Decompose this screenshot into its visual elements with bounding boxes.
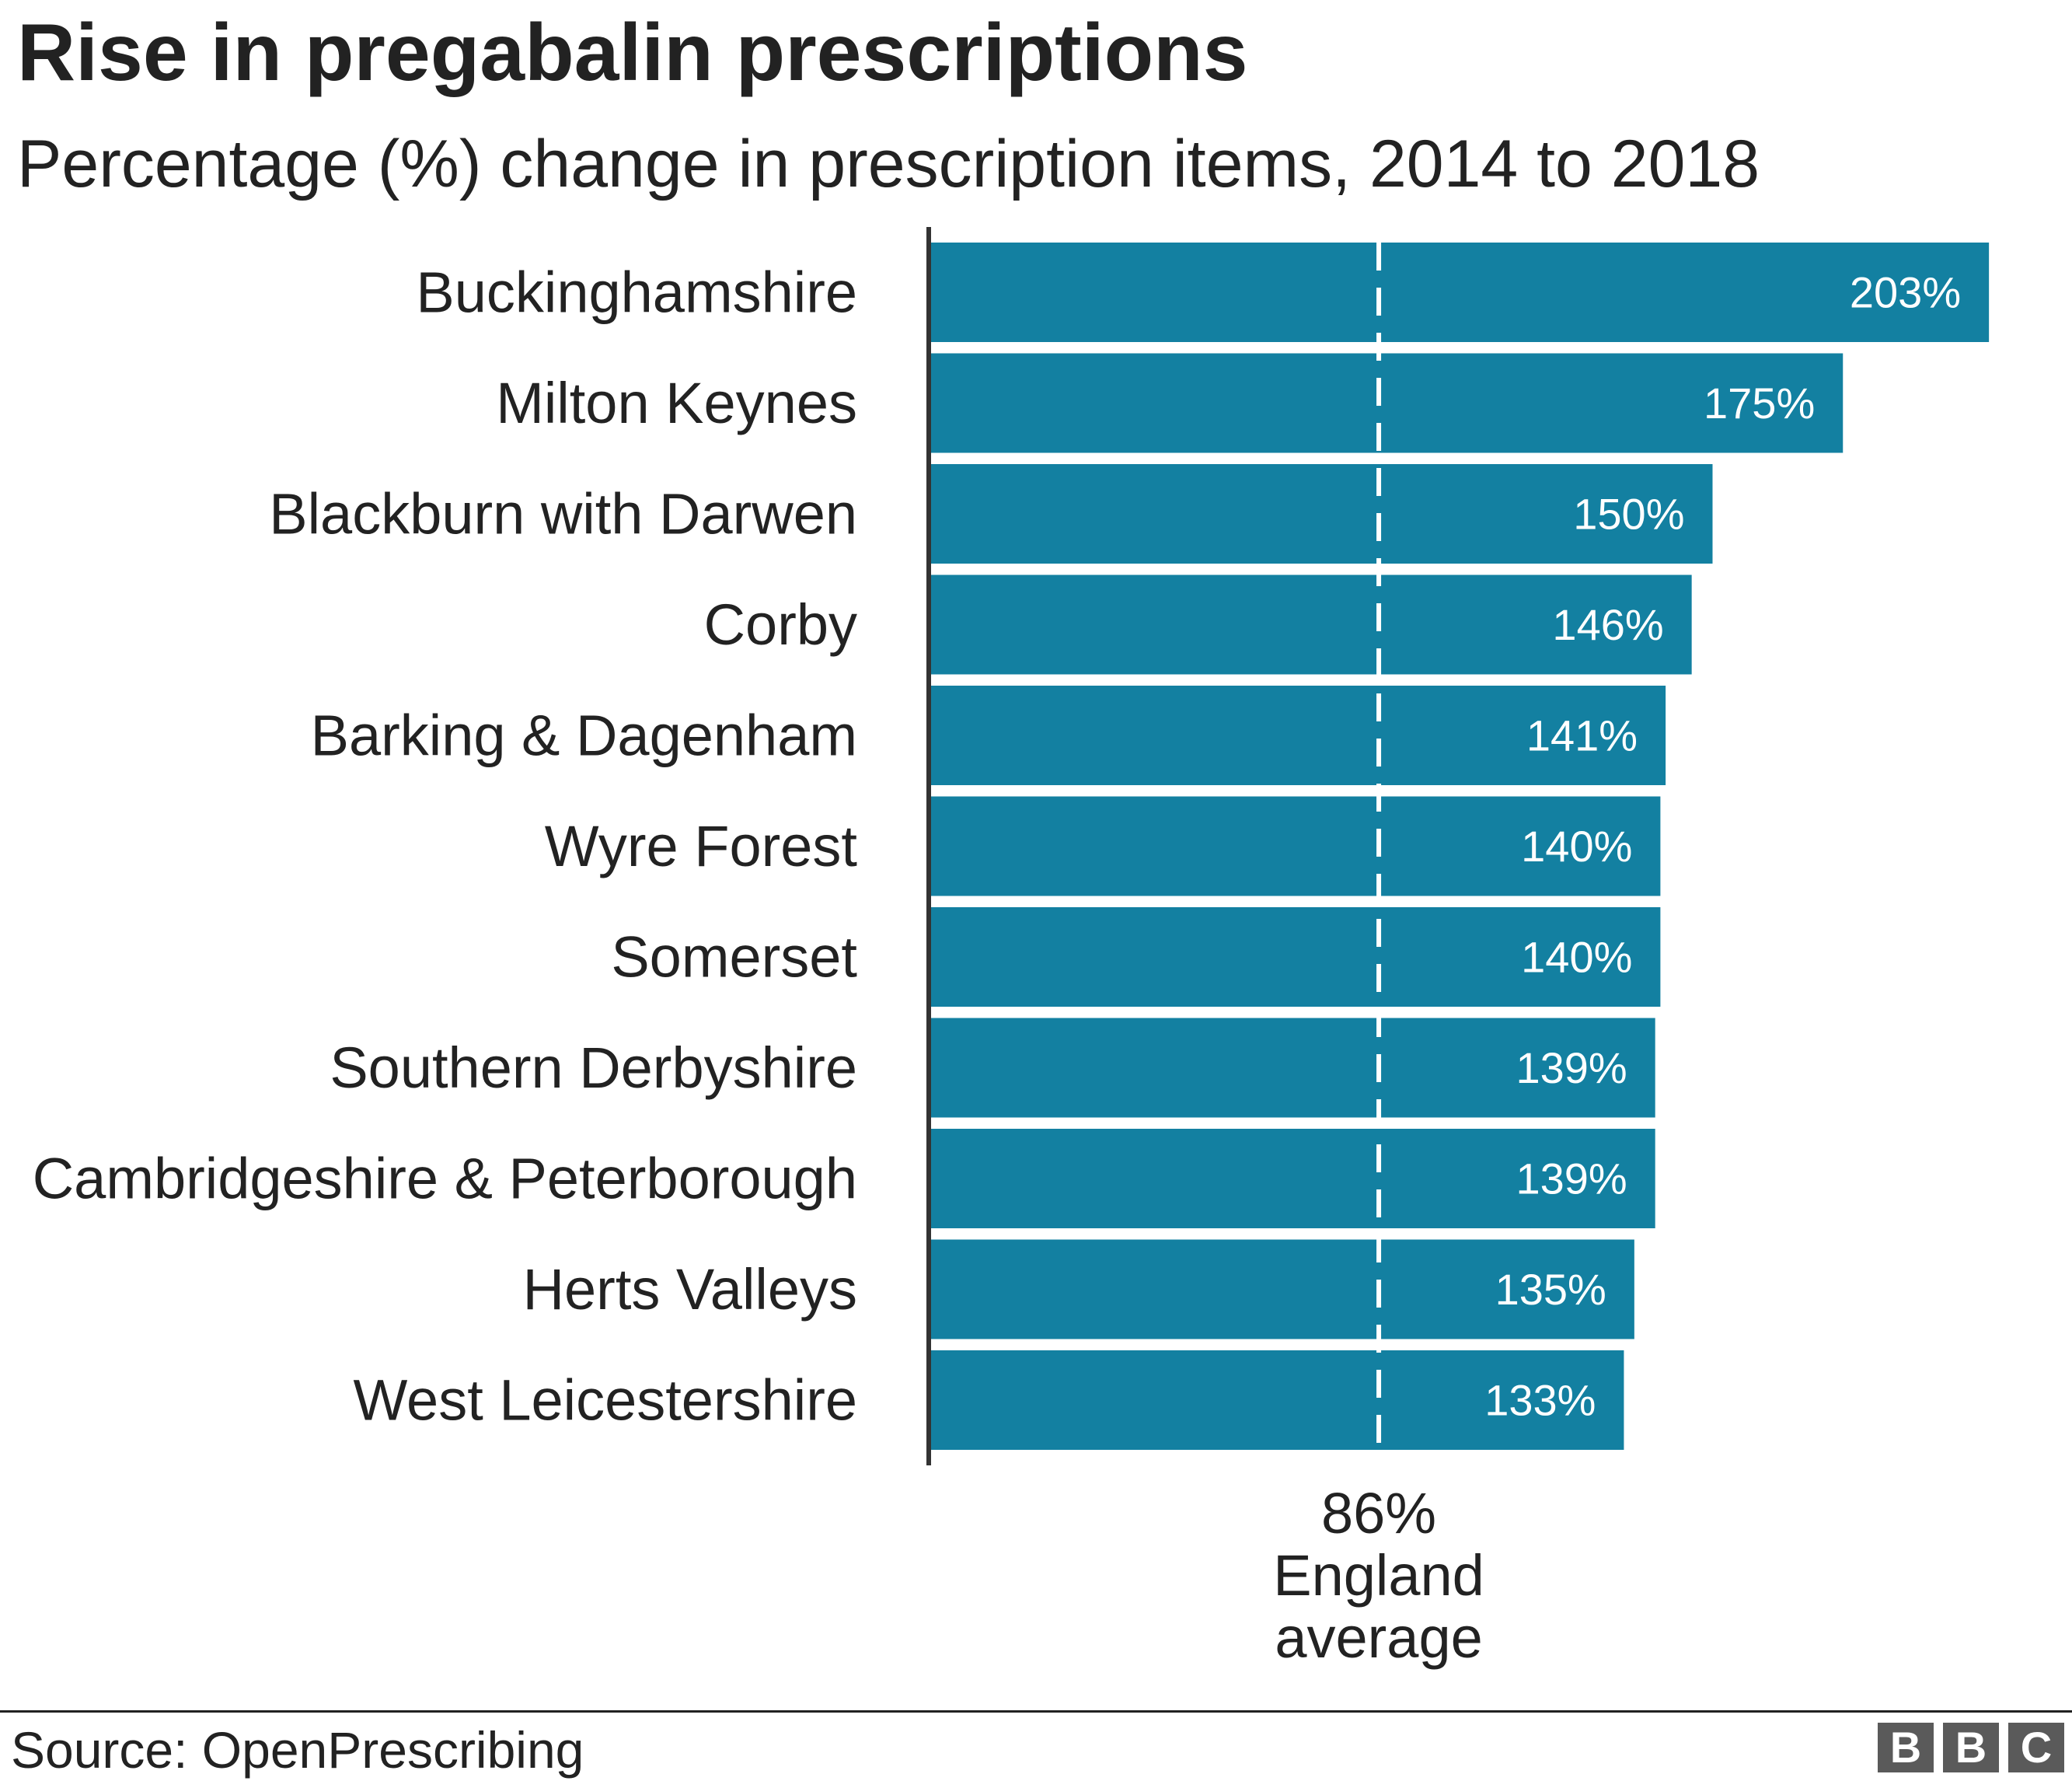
category-label: Barking & Dagenham xyxy=(311,704,857,768)
bbc-logo: B B C xyxy=(1878,1723,2064,1772)
bar xyxy=(930,796,1661,896)
value-label: 203% xyxy=(1850,268,1961,317)
value-label: 150% xyxy=(1573,490,1684,539)
bar xyxy=(930,907,1661,1007)
reference-label-line: average xyxy=(1275,1605,1482,1670)
source-note: Source: OpenPrescribing xyxy=(11,1721,584,1779)
value-label: 140% xyxy=(1521,822,1632,871)
category-label: Blackburn with Darwen xyxy=(269,482,857,547)
footer-divider xyxy=(0,1710,2072,1713)
category-label: West Leicestershire xyxy=(354,1368,857,1433)
category-label: Wyre Forest xyxy=(545,814,858,878)
category-label: Cambridgeshire & Peterborough xyxy=(33,1147,857,1211)
bar xyxy=(930,1018,1655,1118)
category-label: Herts Valleys xyxy=(523,1257,857,1322)
value-label: 139% xyxy=(1516,1043,1627,1092)
value-label: 175% xyxy=(1704,379,1815,428)
bar xyxy=(930,353,1844,453)
value-label: 139% xyxy=(1516,1154,1627,1203)
bar xyxy=(930,1239,1634,1339)
chart-subtitle: Percentage (%) change in prescription it… xyxy=(17,127,1760,201)
reference-line-label: 86% England average xyxy=(1273,1481,1484,1670)
value-label: 135% xyxy=(1495,1265,1606,1314)
reference-label-line: 86% xyxy=(1321,1481,1436,1545)
category-label: Southern Derbyshire xyxy=(330,1035,857,1100)
value-label: 140% xyxy=(1521,933,1632,982)
bar xyxy=(930,243,1990,342)
chart-title: Rise in pregabalin prescriptions xyxy=(17,8,1248,98)
bar xyxy=(930,1350,1624,1450)
bbc-logo-letter: C xyxy=(2008,1723,2064,1772)
category-label: Milton Keynes xyxy=(496,371,857,435)
value-label: 146% xyxy=(1552,600,1663,649)
reference-label-line: England xyxy=(1273,1543,1484,1608)
bar-chart: Buckinghamshire 203% Milton Keynes 175% Blac… xyxy=(33,227,1990,1670)
category-label: Somerset xyxy=(611,925,857,990)
bar xyxy=(930,464,1713,564)
bar xyxy=(930,574,1692,675)
category-label: Corby xyxy=(704,592,857,657)
bbc-logo-letter: B xyxy=(1878,1723,1934,1772)
bar xyxy=(930,686,1666,785)
value-label: 141% xyxy=(1526,711,1638,760)
value-label: 133% xyxy=(1484,1376,1596,1425)
bbc-logo-letter: B xyxy=(1943,1723,1999,1772)
category-label: Buckinghamshire xyxy=(416,260,857,325)
bar xyxy=(930,1129,1655,1228)
